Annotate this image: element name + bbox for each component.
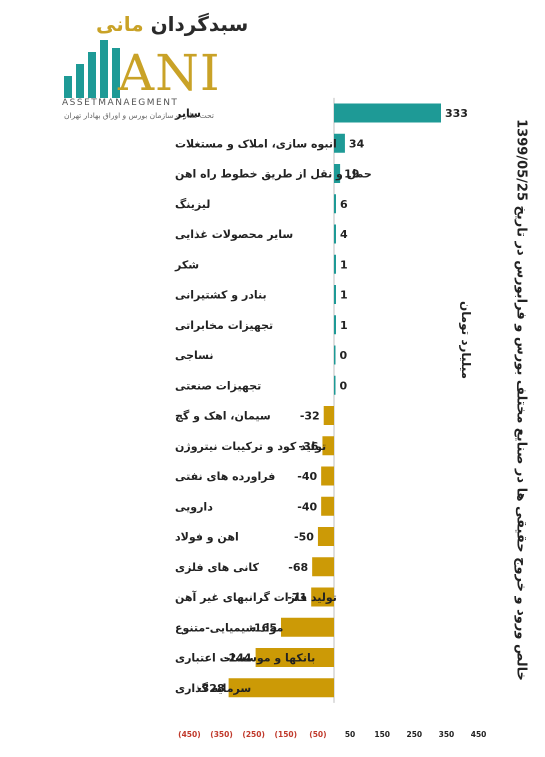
data-label: -244 [224,652,252,665]
x-tick-label: (250) [242,730,265,739]
x-tick-label: (50) [309,730,326,739]
x-tick-label: (150) [275,730,298,739]
category-label: شکر [174,258,199,271]
unit-label: میلیارد تومان [459,300,473,380]
category-label: لیزینگ [175,197,210,211]
data-label: -165 [249,621,277,634]
bar [317,527,334,546]
category-label: نساجی [175,349,214,362]
data-label: 333 [445,107,468,120]
logo-subtitle-fa: تحت نظارت سازمان بورس و اوراق بهادار تهر… [64,111,214,120]
data-label: -36 [299,440,319,453]
x-tick-label: 150 [374,730,390,739]
logo-brand-main: سبدگردان [150,12,249,36]
category-label: حمل و نقل از طریق خطوط راه اهن [175,168,372,181]
data-label: 1 [340,289,348,302]
bar [334,133,345,153]
bar [334,164,341,183]
bar [312,557,334,577]
data-label: -32 [300,410,320,423]
data-label: -40 [297,470,317,483]
x-tick-label: 50 [345,730,355,739]
x-tick-label: 250 [406,730,422,739]
bar [334,315,336,335]
x-tick-label: (350) [210,730,233,739]
bar [334,345,336,365]
x-tick-label: 350 [439,730,455,739]
data-label: 0 [340,349,348,362]
logo-brand-accent: مانی [96,12,144,36]
category-label: دارویی [175,500,213,513]
category-label: اهن و فولاد [175,531,239,544]
category-label: بانکها و موسسات اعتباری [175,652,315,665]
bar [334,194,336,214]
bar [334,254,336,274]
x-tick-label: (450) [178,730,201,739]
category-label: تجهیزات صنعتی [175,379,261,392]
data-label: -71 [287,591,307,604]
category-label: بنادر و کشتیرانی [175,289,267,302]
data-label: 1 [340,319,348,332]
bar [311,587,334,607]
data-label: 6 [340,198,348,211]
category-label: سرمایه گذاری [175,682,251,695]
category-label: سایر [174,107,201,120]
logo-wordmark: ANI [118,44,221,102]
category-label: تولید فلزات گرانبهای غیر آهن [175,590,337,604]
data-label: 4 [340,228,348,241]
logo-brand-persian: سبدگردان مانی [96,12,248,36]
chart-title: خالص ورود و خروج حقیقی ها در صنایع مختلف… [513,119,529,681]
x-tick-label: 450 [471,730,487,739]
data-label: 34 [349,137,365,150]
category-label: انبوه سازی، املاک و مستغلات [175,137,337,150]
category-label: کانی های فلزی [175,561,260,574]
category-label: تجهیزات مخابراتی [175,319,273,332]
category-label: فراورده های نفتی [175,470,275,483]
data-label: 0 [340,379,348,392]
bar [334,103,441,123]
bar [321,496,334,516]
data-label: 19 [344,168,359,181]
data-label: -68 [288,561,308,574]
bar [255,648,334,667]
data-label: -50 [294,531,314,544]
bar [334,285,336,304]
category-label: سیمان، اهک و گچ [175,410,271,423]
category-label: تولید کود و ترکیبات نیتروژن [175,440,326,453]
bar [323,406,334,425]
logo-bars-icon [64,40,120,98]
company-logo: سبدگردان مانی ANI ASSETMANAEGMENT تحت نظ… [56,12,248,122]
bar [280,617,334,637]
bar [228,678,334,698]
category-label: مواد شیمیایی-متنوع [175,621,283,634]
bar [334,224,336,244]
data-label: 1 [340,258,348,271]
category-label: سایر محصولات غذایی [175,228,293,241]
data-label: -328 [197,682,225,695]
bar [322,436,334,456]
logo-subtitle-en: ASSETMANAEGMENT [62,98,179,108]
bar [321,466,334,486]
data-label: -40 [297,500,317,513]
bar [334,375,336,395]
